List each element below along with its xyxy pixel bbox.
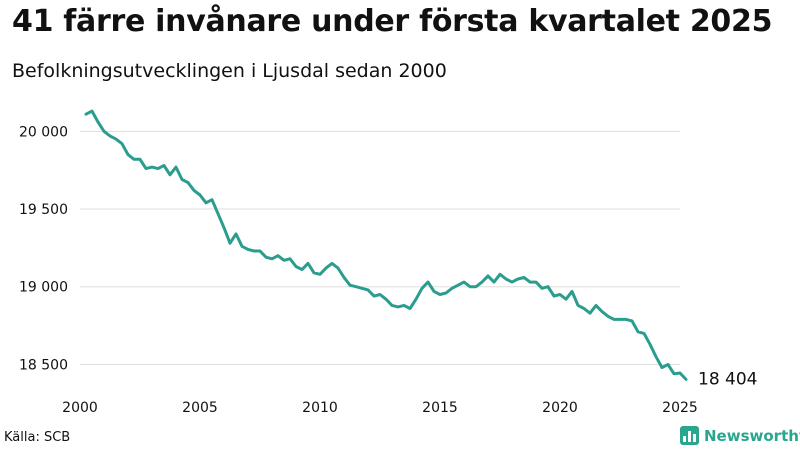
x-tick-label: 2005 — [182, 400, 218, 416]
end-value-label: 18 404 — [698, 369, 757, 389]
chart-title: 41 färre invånare under första kvartalet… — [12, 4, 773, 39]
series-layer — [84, 109, 688, 381]
x-tick-label: 2025 — [662, 400, 698, 416]
x-tick-label: 2010 — [302, 400, 338, 416]
chart-subtitle: Befolkningsutvecklingen i Ljusdal sedan … — [12, 60, 447, 82]
brand-logo: Newsworthy — [680, 426, 800, 445]
source-note: Källa: SCB — [4, 430, 71, 445]
y-tick-label: 20 000 — [19, 124, 68, 140]
brand-name: Newsworthy — [704, 426, 800, 445]
gridlines — [80, 130, 680, 365]
bar-chart-icon — [680, 426, 699, 445]
x-tick-label: 2000 — [62, 400, 98, 416]
x-tick-label: 2020 — [542, 400, 578, 416]
x-axis-tick-labels: 2000 2005 2010 2015 2020 2025 — [62, 400, 698, 416]
y-axis-tick-labels: 18 500 19 000 19 500 20 000 — [19, 124, 68, 373]
annotation-layer: 18 404 — [698, 369, 757, 389]
y-tick-label: 19 000 — [19, 280, 68, 296]
y-tick-label: 19 500 — [19, 202, 68, 218]
y-tick-label: 18 500 — [19, 357, 68, 373]
x-tick-label: 2015 — [422, 400, 458, 416]
population-line — [84, 109, 688, 381]
